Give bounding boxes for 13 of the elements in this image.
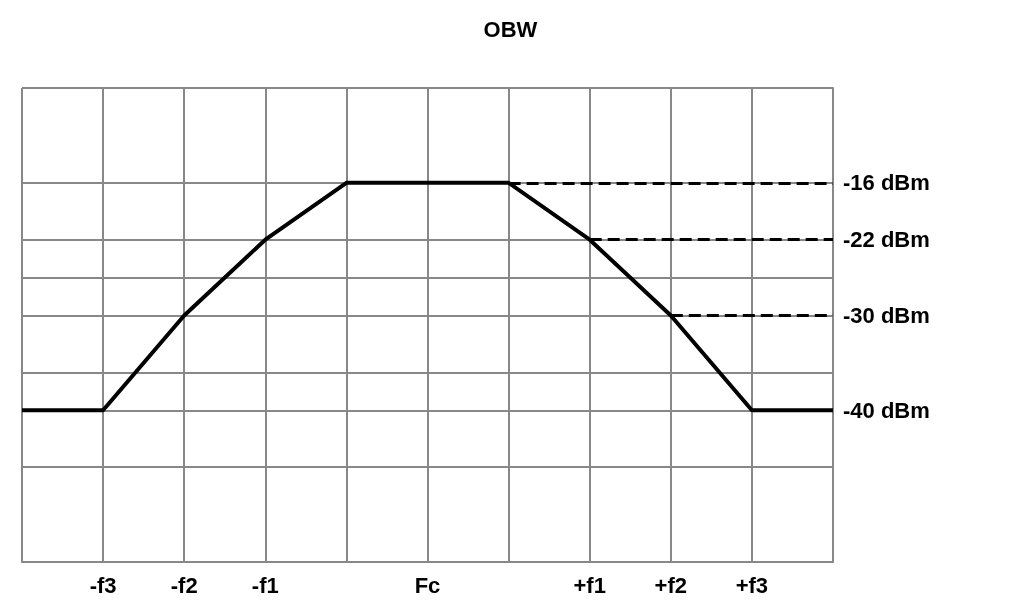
y-tick-label: -30 dBm: [843, 303, 930, 329]
x-tick-label: Fc: [414, 572, 441, 598]
text: OBW: [483, 16, 538, 42]
x-tick-label: -f2: [170, 572, 198, 598]
x-tick-label: -f3: [89, 572, 117, 598]
x-tick-label: +f2: [654, 572, 688, 598]
x-tick-label: +f3: [735, 572, 769, 598]
line-series: [20, 180, 835, 413]
y-tick-label: -40 dBm: [843, 397, 930, 423]
y-tick-label: -16 dBm: [843, 170, 930, 196]
y-tick-label: -22 dBm: [843, 227, 930, 253]
x-tick-label: -f1: [251, 572, 279, 598]
x-tick-label: +f1: [573, 572, 606, 598]
